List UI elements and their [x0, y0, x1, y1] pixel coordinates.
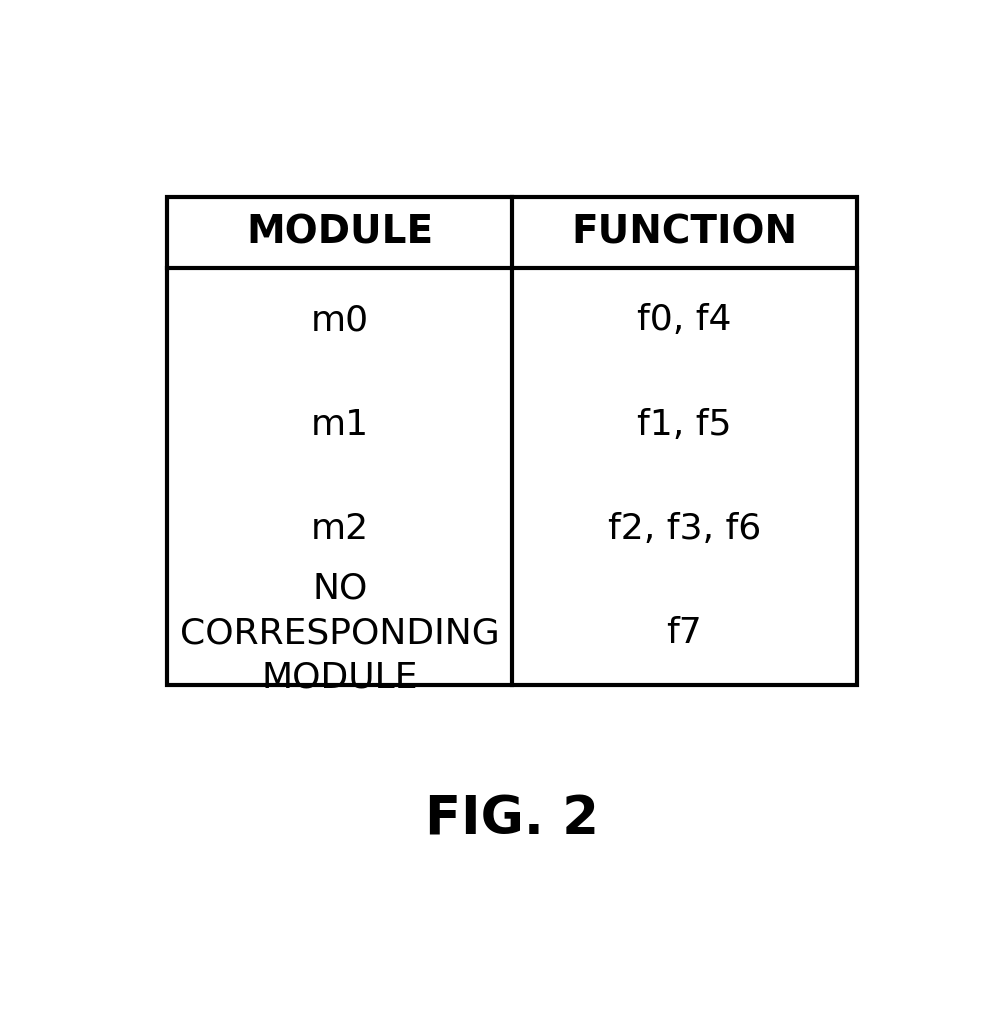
Text: f0, f4: f0, f4: [637, 304, 731, 337]
Bar: [168, 197, 856, 686]
Text: NO
CORRESPONDING
MODULE: NO CORRESPONDING MODULE: [180, 571, 500, 695]
Text: f7: f7: [666, 616, 702, 650]
Text: f1, f5: f1, f5: [637, 408, 731, 442]
Text: FUNCTION: FUNCTION: [571, 214, 797, 251]
Text: m0: m0: [311, 304, 369, 337]
Text: m2: m2: [311, 512, 369, 546]
Text: f2, f3, f6: f2, f3, f6: [607, 512, 761, 546]
Text: FIG. 2: FIG. 2: [425, 793, 599, 845]
Text: MODULE: MODULE: [246, 214, 434, 251]
Text: m1: m1: [311, 408, 369, 442]
